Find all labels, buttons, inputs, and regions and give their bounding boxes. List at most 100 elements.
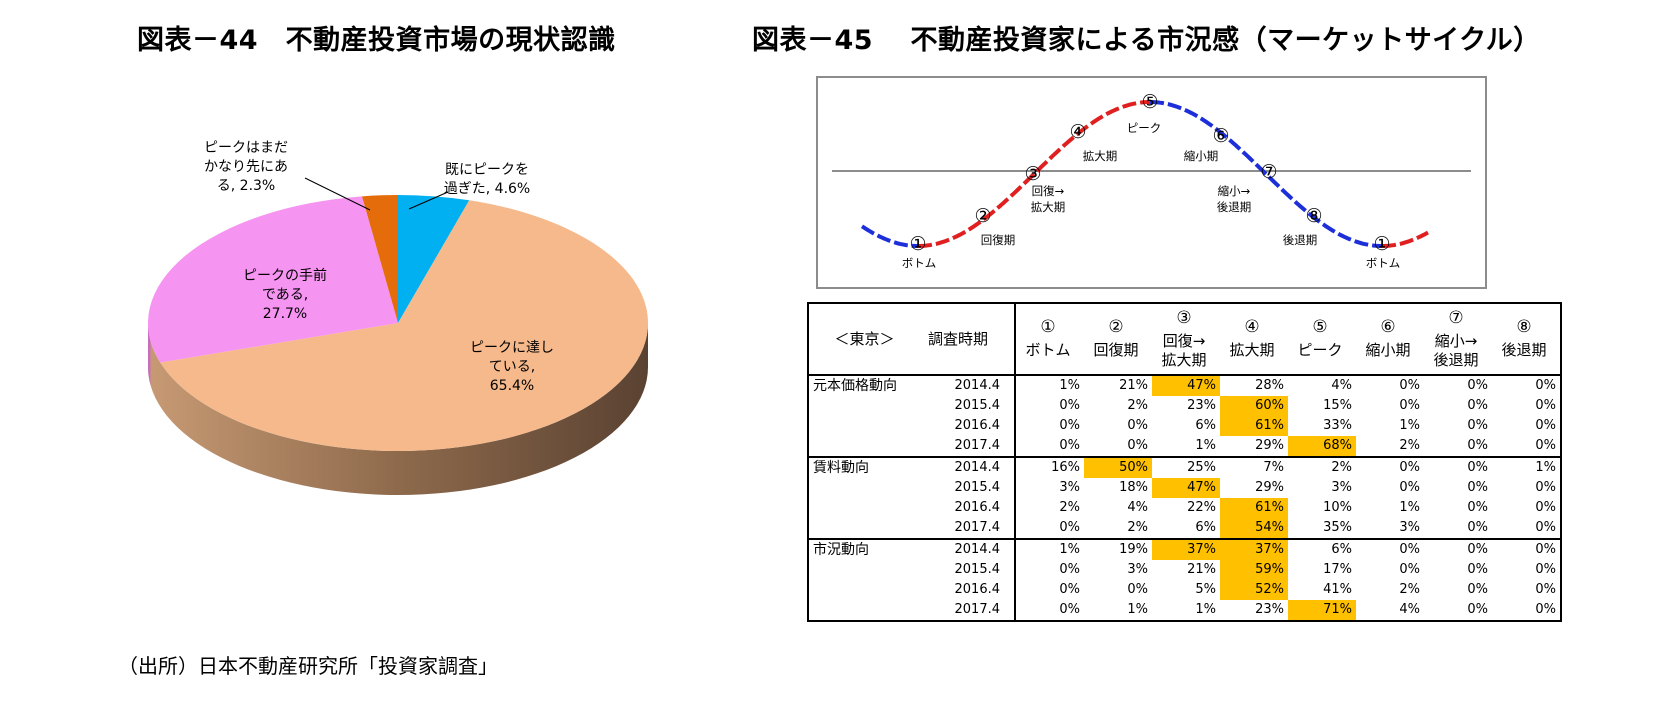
table-column-header: ④ 拡大期 [1229, 317, 1275, 360]
table-indicator-cell [808, 478, 916, 498]
pie-chart: ピークに達している, 65.4% ピークの手前である, 27.7% ピークはまだかなり先… [147, 140, 648, 495]
table-row: 2015.4 0% 3% 21% 59% 17% 0% 0% 0% [808, 560, 1561, 580]
table-value-cell: 2% [1331, 460, 1352, 475]
table-indicator-cell [808, 436, 916, 458]
table-value-cell: 19% [1119, 542, 1148, 557]
table-value-cell: 0% [1535, 562, 1556, 577]
table-value-cell: 0% [1059, 562, 1080, 577]
table-header-row: ＜東京＞ 調査時期 ① ボトム ② 回復期 ③ 回復→ 拡大期 ④ 拡大期 ⑤ ピーク ⑥ 縮小期 ⑦ 縮小→ 後… [808, 303, 1561, 375]
table-value-cell: 1% [1059, 378, 1080, 393]
table-value-cell: 17% [1323, 562, 1352, 577]
table-value-cell: 54% [1220, 518, 1288, 540]
table-value-cell: 1% [1059, 542, 1080, 557]
table-body: 元本価格動向 2014.4 1% 21% 47% 28% 4% 0% 0% 0% 2015.4 0% 2… [808, 375, 1561, 622]
table-value-cell: 4% [1356, 600, 1424, 622]
table-column-header: ⑧ 後退期 [1501, 317, 1547, 360]
cycle-phase-number: ⑥ [1212, 125, 1229, 147]
pie-side-pink [148, 323, 151, 385]
table-value-cell: 23% [1220, 600, 1288, 622]
table-value-cell: 4% [1331, 378, 1352, 393]
pie-leader-far [304, 177, 371, 211]
table-value-cell: 47% [1152, 478, 1220, 498]
table-period-header: 調査時期 [916, 303, 1016, 375]
table-column-header: ⑥ 縮小期 [1365, 317, 1411, 360]
cycle-phase-label: ボトム [1366, 256, 1401, 270]
cycle-phase-label: 回復→拡大期 [1031, 184, 1066, 214]
table-value-cell: 16% [1051, 460, 1080, 475]
table-indicator-cell [808, 416, 916, 436]
table-value-cell: 0% [1535, 480, 1556, 495]
table-value-cell: 0% [1535, 582, 1556, 597]
pie-side-wall [148, 323, 648, 495]
table-value-cell: 0% [1467, 542, 1488, 557]
pie-slice-label: 既にピークを過ぎた, 4.6% [444, 162, 530, 197]
table-value-cell: 0% [1467, 480, 1488, 495]
table-value-cell: 0% [1467, 378, 1488, 393]
table-value-cell: 0% [1015, 600, 1084, 622]
table-value-cell: 0% [1059, 582, 1080, 597]
table-value-cell: 0% [1492, 436, 1561, 458]
right-chart-title: 図表－45 不動産投資家による市況感（マーケットサイクル） [752, 25, 1541, 56]
table-row: 2015.4 0% 2% 23% 60% 15% 0% 0% 0% [808, 396, 1561, 416]
table-value-cell: 21% [1187, 562, 1216, 577]
table-indicator-cell [808, 600, 916, 622]
table-value-cell: 29% [1255, 480, 1284, 495]
table-value-cell: 3% [1059, 480, 1080, 495]
table-value-cell: 2% [1084, 518, 1152, 540]
table-period-cell: 2014.4 [916, 539, 1016, 560]
table-value-cell: 0% [1535, 418, 1556, 433]
pie-slice-label: ピークの手前である, 27.7% [243, 267, 327, 322]
table-indicator-cell [808, 580, 916, 600]
cycle-phase-label: 回復期 [981, 233, 1016, 247]
table-row: 賃料動向 2014.4 16% 50% 25% 7% 2% 0% 0% 1% [808, 457, 1561, 478]
source-note: （出所）日本不動産研究所「投資家調査」 [118, 654, 498, 678]
table-value-cell: 0% [1059, 418, 1080, 433]
table-value-cell: 6% [1152, 518, 1220, 540]
table-row: 市況動向 2014.4 1% 19% 37% 37% 6% 0% 0% 0% [808, 539, 1561, 560]
cycle-phase-label: ピーク [1127, 121, 1162, 135]
cycle-phase-number: ③ [1024, 163, 1041, 185]
pie-slice [160, 200, 648, 451]
table-period-cell: 2016.4 [916, 416, 1016, 436]
table-value-cell: 61% [1220, 498, 1288, 518]
table-indicator-cell [808, 498, 916, 518]
table-value-cell: 37% [1152, 539, 1220, 560]
cycle-phase-number: ① [909, 233, 926, 255]
table-row: 2017.4 0% 2% 6% 54% 35% 3% 0% 0% [808, 518, 1561, 540]
cycle-phase-number: ⑧ [1305, 205, 1322, 227]
table-value-cell: 3% [1331, 480, 1352, 495]
table-value-cell: 2% [1059, 500, 1080, 515]
table-row: 2016.4 2% 4% 22% 61% 10% 1% 0% 0% [808, 498, 1561, 518]
table-value-cell: 2% [1127, 398, 1148, 413]
table-period-cell: 2016.4 [916, 580, 1016, 600]
pie-leader-past [408, 191, 449, 210]
cycle-phase-label: 縮小→後退期 [1217, 184, 1252, 214]
table-value-cell: 0% [1399, 460, 1420, 475]
table-value-cell: 0% [1059, 398, 1080, 413]
table-period-cell: 2017.4 [916, 600, 1016, 622]
table-row: 2016.4 0% 0% 5% 52% 41% 2% 0% 0% [808, 580, 1561, 600]
table-value-cell: 41% [1323, 582, 1352, 597]
cycle-phase-label: 拡大期 [1083, 149, 1118, 163]
table-value-cell: 0% [1535, 378, 1556, 393]
table-period-cell: 2017.4 [916, 518, 1016, 540]
table-value-cell: 1% [1399, 418, 1420, 433]
table-column-header: ① ボトム [1025, 317, 1071, 360]
table-value-cell: 2% [1399, 582, 1420, 597]
table-value-cell: 59% [1220, 560, 1288, 580]
table-value-cell: 23% [1187, 398, 1216, 413]
cycle-phase-number: ② [974, 205, 991, 227]
pie-slice-label: ピークに達している, 65.4% [470, 340, 554, 394]
table-value-cell: 61% [1220, 416, 1288, 436]
table-value-cell: 35% [1288, 518, 1356, 540]
table-value-cell: 0% [1535, 500, 1556, 515]
cycle-phase-number: ⑤ [1141, 91, 1158, 113]
table-column-header: ② 回復期 [1093, 317, 1139, 360]
table-value-cell: 0% [1127, 582, 1148, 597]
left-chart-title: 図表－44 不動産投資市場の現状認識 [137, 25, 616, 56]
table-value-cell: 47% [1152, 375, 1220, 396]
table-indicator-cell [808, 518, 916, 540]
table-value-cell: 29% [1220, 436, 1288, 458]
pie-slice [398, 195, 470, 323]
table-column-header: ⑦ 縮小→ 後退期 [1433, 307, 1479, 369]
